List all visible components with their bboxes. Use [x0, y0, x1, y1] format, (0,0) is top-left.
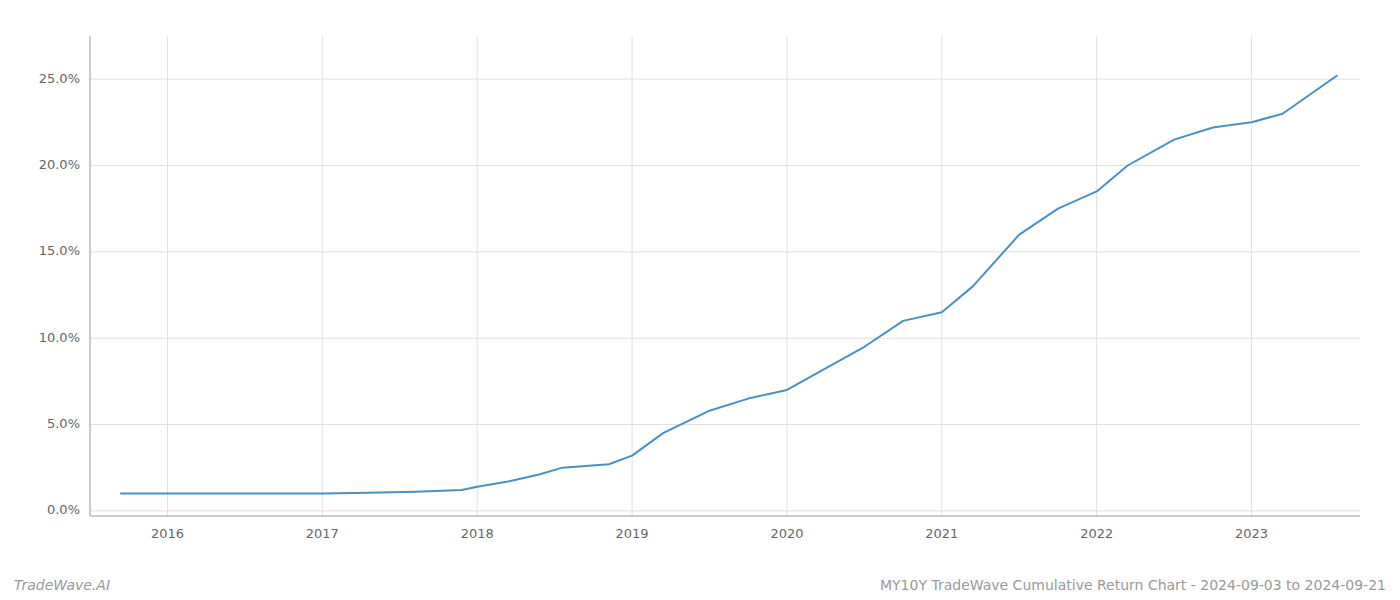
y-axis-line: [90, 36, 91, 516]
y-grid-line: [90, 338, 1360, 339]
x-grid-line: [322, 36, 323, 516]
x-tick-label: 2023: [1235, 526, 1268, 541]
y-grid-line: [90, 79, 1360, 80]
x-grid-line: [167, 36, 168, 516]
x-grid-line: [632, 36, 633, 516]
annotation-right: MY10Y TradeWave Cumulative Return Chart …: [880, 577, 1386, 593]
x-grid-line: [941, 36, 942, 516]
y-tick-label: 10.0%: [39, 330, 80, 345]
y-grid-line: [90, 424, 1360, 425]
x-grid-line: [477, 36, 478, 516]
x-grid-line: [1096, 36, 1097, 516]
y-tick-label: 0.0%: [47, 502, 80, 517]
y-tick-label: 15.0%: [39, 243, 80, 258]
x-grid-line: [786, 36, 787, 516]
background: [0, 0, 1400, 600]
axes: 0.0% 5.0% 10.0% 15.0% 20.0% 25.0% 2016 2017 2018…: [39, 36, 1360, 541]
x-tick-label: 2016: [151, 526, 184, 541]
grid: [90, 36, 1360, 516]
x-tick-label: 2022: [1080, 526, 1113, 541]
x-axis-line: [90, 516, 1360, 517]
chart: 0.0% 5.0% 10.0% 15.0% 20.0% 25.0% 2016 2017 2018…: [0, 0, 1400, 600]
data-line: [121, 76, 1337, 494]
annotations: TradeWave.AI MY10Y TradeWave Cumulative R…: [14, 577, 1386, 593]
y-grid-line: [90, 251, 1360, 252]
y-grid-line: [90, 165, 1360, 166]
y-tick-label: 25.0%: [39, 71, 80, 86]
plot-area: [121, 76, 1337, 494]
x-tick-label: 2020: [770, 526, 803, 541]
x-tick-label: 2019: [616, 526, 649, 541]
annotation-left: TradeWave.AI: [14, 577, 110, 593]
y-tick-label: 20.0%: [39, 157, 80, 172]
x-tick-label: 2021: [925, 526, 958, 541]
x-grid-line: [1251, 36, 1252, 516]
x-tick-label: 2017: [306, 526, 339, 541]
y-tick-label: 5.0%: [47, 416, 80, 431]
y-grid-line: [90, 510, 1360, 511]
x-tick-label: 2018: [461, 526, 494, 541]
